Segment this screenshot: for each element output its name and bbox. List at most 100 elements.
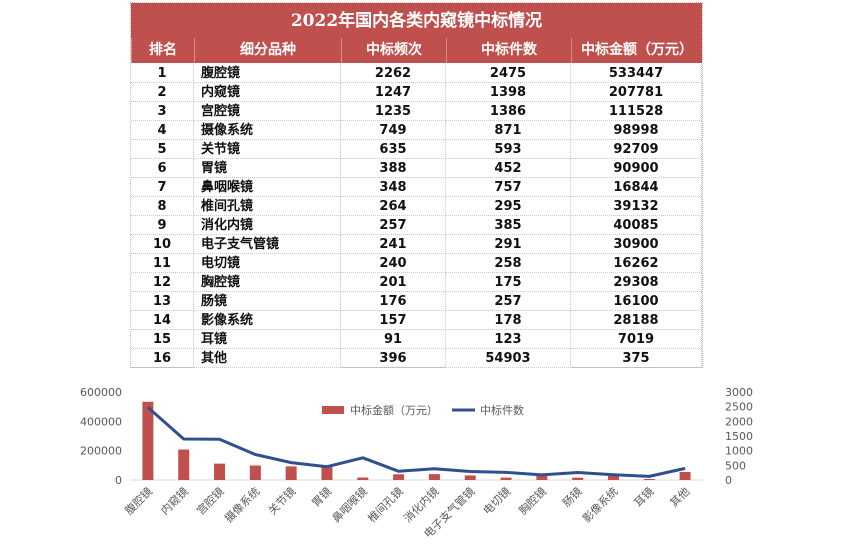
table-row: 12 胸腔镜 201 175 29308 bbox=[131, 273, 702, 292]
y-left-tick-label: 600000 bbox=[80, 386, 122, 399]
header-rank: 排名 bbox=[131, 38, 194, 63]
cell-frequency: 264 bbox=[341, 197, 446, 216]
bar bbox=[464, 475, 476, 480]
x-tick-label: 摄像系统 bbox=[221, 484, 262, 525]
y-right-tick-label: 2000 bbox=[725, 415, 753, 428]
cell-amount: 30900 bbox=[571, 235, 702, 254]
cell-count: 1398 bbox=[446, 83, 571, 102]
cell-rank: 1 bbox=[131, 64, 194, 83]
cell-category: 关节镜 bbox=[194, 140, 341, 159]
cell-category: 摄像系统 bbox=[194, 121, 341, 140]
x-tick-label: 肠镜 bbox=[559, 484, 584, 509]
bar bbox=[500, 477, 512, 480]
cell-count: 757 bbox=[446, 178, 571, 197]
y-left-tick-label: 400000 bbox=[80, 415, 122, 428]
table-row: 13 肠镜 176 257 16100 bbox=[131, 292, 702, 311]
x-tick-label: 其他 bbox=[667, 485, 692, 510]
header-category: 细分品种 bbox=[194, 38, 341, 63]
cell-count: 258 bbox=[446, 254, 571, 273]
y-right-tick-label: 0 bbox=[725, 474, 732, 487]
cell-frequency: 1247 bbox=[341, 83, 446, 102]
cell-rank: 9 bbox=[131, 216, 194, 235]
cell-rank: 11 bbox=[131, 254, 194, 273]
table-row: 10 电子支气管镜 241 291 30900 bbox=[131, 235, 702, 254]
cell-amount: 533447 bbox=[571, 64, 702, 83]
table-row: 3 宫腔镜 1235 1386 111528 bbox=[131, 102, 702, 121]
cell-category: 腹腔镜 bbox=[194, 64, 341, 83]
cell-amount: 16844 bbox=[571, 178, 702, 197]
header-count: 中标件数 bbox=[446, 38, 571, 63]
x-tick-label: 耳镜 bbox=[631, 484, 656, 509]
cell-rank: 6 bbox=[131, 159, 194, 178]
x-tick-label: 腹腔镜 bbox=[122, 484, 155, 517]
cell-amount: 16262 bbox=[571, 254, 702, 273]
cell-category: 胃镜 bbox=[194, 159, 341, 178]
y-right-tick-label: 500 bbox=[725, 459, 746, 472]
cell-amount: 98998 bbox=[571, 121, 702, 140]
cell-rank: 2 bbox=[131, 83, 194, 102]
legend-bar-label: 中标金额（万元） bbox=[350, 403, 438, 417]
y-right-tick-label: 1000 bbox=[725, 445, 753, 458]
bar bbox=[357, 477, 369, 480]
x-tick-label: 影像系统 bbox=[580, 485, 620, 525]
bar bbox=[679, 471, 691, 480]
cell-count: 1386 bbox=[446, 102, 571, 121]
cell-count: 385 bbox=[446, 216, 571, 235]
cell-frequency: 157 bbox=[341, 311, 446, 330]
table-row: 4 摄像系统 749 871 98998 bbox=[131, 121, 702, 140]
bar bbox=[321, 466, 333, 480]
y-right-tick-label: 3000 bbox=[725, 386, 753, 399]
cell-category: 耳镜 bbox=[194, 330, 341, 349]
x-tick-label: 关节镜 bbox=[265, 484, 298, 517]
cell-count: 257 bbox=[446, 292, 571, 311]
cell-amount: 90900 bbox=[571, 159, 702, 178]
cell-count: 175 bbox=[446, 273, 571, 292]
cell-category: 椎间孔镜 bbox=[194, 197, 341, 216]
bar bbox=[428, 474, 440, 480]
table-row: 5 关节镜 635 593 92709 bbox=[131, 140, 702, 159]
line-series bbox=[146, 406, 686, 478]
table-row: 2 内窥镜 1247 1398 207781 bbox=[131, 83, 702, 102]
cell-amount: 7019 bbox=[571, 330, 702, 349]
cell-frequency: 749 bbox=[341, 121, 446, 140]
legend-bar-swatch bbox=[322, 406, 344, 414]
x-tick-label: 鼻咽喉镜 bbox=[329, 484, 370, 525]
x-tick-label: 胸腔镜 bbox=[516, 484, 549, 517]
cell-amount: 111528 bbox=[571, 102, 702, 121]
cell-category: 影像系统 bbox=[194, 311, 341, 330]
table-row: 1 腹腔镜 2262 2475 533447 bbox=[131, 64, 702, 83]
cell-rank: 14 bbox=[131, 311, 194, 330]
y-right-tick-label: 2500 bbox=[725, 401, 753, 414]
table-row: 6 胃镜 388 452 90900 bbox=[131, 159, 702, 178]
x-tick-label: 宫腔镜 bbox=[193, 484, 226, 517]
table-row: 7 鼻咽喉镜 348 757 16844 bbox=[131, 178, 702, 197]
cell-category: 电子支气管镜 bbox=[194, 235, 341, 254]
cell-rank: 5 bbox=[131, 140, 194, 159]
header-amount: 中标金额（万元） bbox=[571, 38, 702, 63]
cell-category: 宫腔镜 bbox=[194, 102, 341, 121]
cell-frequency: 240 bbox=[341, 254, 446, 273]
cell-rank: 16 bbox=[131, 349, 194, 368]
cell-frequency: 91 bbox=[341, 330, 446, 349]
x-tick-label: 椎间孔镜 bbox=[365, 484, 406, 525]
cell-count: 452 bbox=[446, 159, 571, 178]
cell-amount: 28188 bbox=[571, 311, 702, 330]
bar bbox=[214, 463, 226, 480]
table-title: 2022年国内各类内窥镜中标情况 bbox=[131, 3, 702, 38]
cell-amount: 39132 bbox=[571, 197, 702, 216]
cell-frequency: 1235 bbox=[341, 102, 446, 121]
cell-frequency: 396 bbox=[341, 349, 446, 368]
cell-category: 内窥镜 bbox=[194, 83, 341, 102]
y-right-tick-label: 1500 bbox=[725, 430, 753, 443]
cell-category: 其他 bbox=[194, 349, 341, 368]
cell-amount: 29308 bbox=[571, 273, 702, 292]
cell-count: 178 bbox=[446, 311, 571, 330]
table-row: 11 电切镜 240 258 16262 bbox=[131, 254, 702, 273]
cell-rank: 4 bbox=[131, 121, 194, 140]
cell-category: 鼻咽喉镜 bbox=[194, 178, 341, 197]
cell-frequency: 176 bbox=[341, 292, 446, 311]
header-frequency: 中标频次 bbox=[341, 38, 446, 63]
bar bbox=[393, 474, 405, 480]
x-tick-label: 胃镜 bbox=[309, 484, 334, 509]
cell-count: 123 bbox=[446, 330, 571, 349]
